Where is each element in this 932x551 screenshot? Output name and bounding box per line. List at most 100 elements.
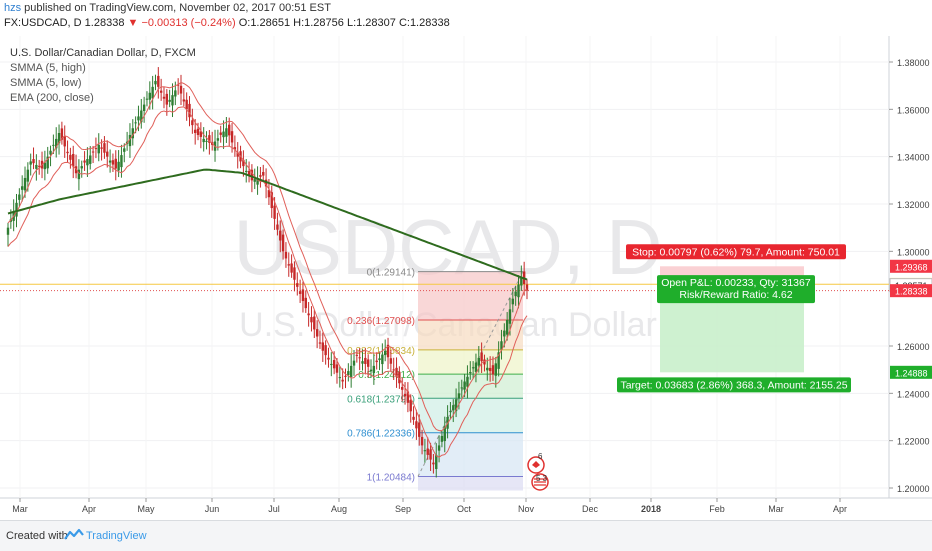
candle-body: [159, 90, 163, 93]
publish-info: hzs published on TradingView.com, Novemb…: [4, 2, 331, 14]
candle-body: [208, 135, 211, 143]
candle-body: [290, 263, 293, 273]
time-tick-label: Nov: [518, 504, 535, 514]
candle-body: [37, 165, 41, 167]
stop-label-box: [626, 244, 846, 260]
candle-body: [315, 329, 319, 337]
candle-body: [307, 313, 310, 316]
candle-body: [401, 386, 404, 390]
candle-body: [358, 357, 361, 359]
candle-body: [49, 150, 52, 155]
candle-body: [372, 365, 376, 374]
candle-body: [236, 152, 239, 157]
candle-body: [114, 158, 117, 169]
candle-body: [66, 151, 69, 154]
maple-leaf-icon: [532, 461, 540, 468]
candle-body: [225, 128, 228, 137]
price-badge: [890, 284, 932, 298]
candle-body: [83, 160, 86, 163]
candle-body: [281, 234, 285, 252]
candle-body: [426, 448, 429, 455]
position-labels: Stop: 0.00797 (0.62%) 79.7, Amount: 750.…: [617, 244, 851, 393]
time-tick-label: Mar: [12, 504, 28, 514]
price-chart[interactable]: USDCAD, D U.S. Dollar/Canadian Dollar 0(…: [0, 36, 932, 516]
candle-body: [318, 342, 322, 344]
candle-body: [270, 192, 273, 209]
candle-body: [32, 159, 35, 164]
candle-body: [310, 317, 313, 323]
candle-body: [412, 416, 415, 420]
time-tick-label: Apr: [833, 504, 847, 514]
candle-body: [432, 462, 435, 465]
candle-body: [398, 371, 401, 384]
fib-level-label: 1(1.20484): [367, 473, 415, 484]
candle-body: [293, 267, 296, 280]
candle-body: [449, 411, 452, 413]
candle-body: [463, 381, 466, 390]
candle-body: [313, 316, 316, 330]
symbol-info: FX:USDCAD, D 1.28338 ▼ −0.00313 (−0.24%)…: [4, 17, 450, 29]
candle-body: [435, 454, 438, 470]
candle-body: [296, 283, 299, 287]
candle-body: [389, 358, 393, 364]
legend-ema: EMA (200, close): [10, 92, 94, 104]
candle-body: [91, 151, 95, 153]
candle-body: [188, 103, 191, 118]
price-axis[interactable]: 1.38000 1.36000 1.34000 1.32000 1.30000 1.260…: [889, 58, 930, 494]
smma-high-line: [7, 81, 528, 432]
candle-body: [228, 124, 231, 136]
price-tick-label: 1.34000: [897, 153, 930, 163]
candle-body: [262, 172, 265, 176]
candle-body: [369, 369, 373, 372]
candle-body: [503, 330, 506, 337]
candle-body: [259, 175, 262, 177]
target-label: Target: 0.03683 (2.86%) 368.3, Amount: 2…: [620, 379, 847, 391]
candle-body: [477, 357, 480, 366]
time-tick-label: Oct: [457, 504, 472, 514]
price-tick-label: 1.36000: [897, 105, 930, 115]
candle-body: [420, 436, 424, 446]
candle-body: [437, 445, 441, 451]
fib-zone: [418, 398, 523, 433]
candle-body: [86, 159, 89, 166]
candle-body: [452, 405, 455, 411]
candle-body: [154, 80, 157, 85]
price-tick-label: 1.22000: [897, 437, 930, 447]
candle-body: [196, 128, 200, 135]
tradingview-brand-link[interactable]: TradingView: [86, 530, 147, 542]
risk-reward-label: Risk/Reward Ratio: 4.62: [679, 289, 792, 301]
candle-body: [63, 136, 66, 147]
time-axis[interactable]: Mar Apr May Jun Jul Aug Sep Oct Nov Dec 2018 Feb Mar…: [12, 498, 847, 514]
candle-body: [103, 143, 106, 153]
candle-body: [199, 131, 203, 137]
candle-body: [242, 159, 245, 167]
price-tick-label: 1.24000: [897, 389, 930, 399]
candle-body: [43, 162, 47, 170]
candle-body: [69, 154, 72, 160]
candle-body: [253, 179, 256, 182]
candle-body: [216, 138, 220, 141]
candle-body: [106, 151, 109, 157]
candle-body: [304, 297, 307, 309]
author-link[interactable]: hzs: [4, 2, 22, 14]
candle-body: [488, 367, 492, 372]
tradingview-logo-icon[interactable]: [64, 527, 84, 543]
candle-body: [128, 134, 132, 147]
candle-body: [361, 361, 364, 364]
candle-body: [185, 99, 188, 110]
candle-body: [80, 166, 83, 169]
event-markers[interactable]: 6 5 3: [527, 452, 549, 491]
candle-body: [57, 133, 61, 144]
candle-body: [366, 359, 370, 367]
chart-area[interactable]: USDCAD, D U.S. Dollar/Canadian Dollar 0(…: [0, 36, 932, 516]
candle-body: [264, 179, 268, 187]
price-tick-label: 1.26000: [897, 342, 930, 352]
candle-body: [511, 298, 515, 305]
fib-level-label: 0.5(1.24812): [358, 370, 415, 381]
candle-body: [460, 387, 463, 389]
candle-body: [202, 138, 205, 143]
candle-body: [15, 202, 18, 217]
candle-body: [327, 357, 330, 360]
fib-level-label: 0.236(1.27098): [347, 316, 415, 327]
candle-body: [108, 160, 112, 163]
